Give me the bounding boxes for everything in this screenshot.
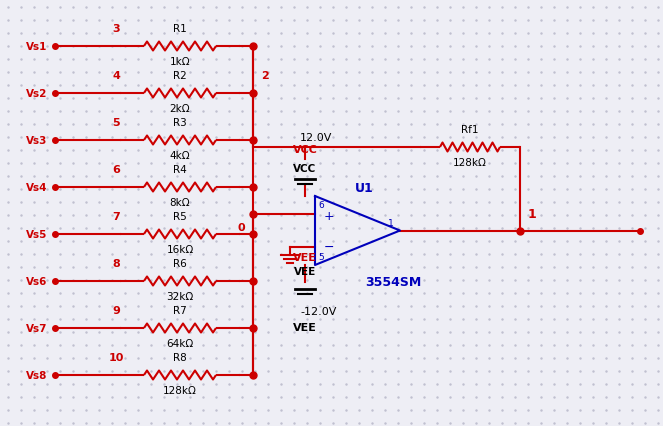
Text: 2: 2 (261, 71, 269, 81)
Text: Vs5: Vs5 (26, 230, 47, 239)
Text: 7: 7 (112, 211, 120, 222)
Text: Vs2: Vs2 (26, 89, 47, 99)
Text: Vs6: Vs6 (26, 276, 47, 286)
Text: -12.0V: -12.0V (300, 306, 336, 316)
Text: 8kΩ: 8kΩ (170, 198, 190, 207)
Text: 5: 5 (318, 253, 324, 262)
Text: 16kΩ: 16kΩ (166, 245, 194, 254)
Text: 4: 4 (112, 71, 120, 81)
Text: 1kΩ: 1kΩ (170, 57, 190, 67)
Text: −: − (324, 240, 334, 253)
Text: 2kΩ: 2kΩ (170, 104, 190, 114)
Text: 128kΩ: 128kΩ (453, 158, 487, 167)
Text: Vs7: Vs7 (25, 323, 47, 333)
Text: 4kΩ: 4kΩ (170, 151, 190, 161)
Text: R6: R6 (173, 259, 187, 268)
Text: 1: 1 (388, 219, 394, 228)
Text: 32kΩ: 32kΩ (166, 291, 194, 301)
Text: Rf1: Rf1 (461, 125, 479, 135)
Text: +: + (324, 210, 334, 223)
Text: R7: R7 (173, 305, 187, 315)
Text: Vs1: Vs1 (26, 42, 47, 52)
Text: Vs3: Vs3 (26, 136, 47, 146)
Text: VEE: VEE (293, 322, 317, 332)
Text: 128kΩ: 128kΩ (163, 385, 197, 395)
Text: 6: 6 (318, 201, 324, 210)
Text: 1: 1 (528, 208, 537, 221)
Text: 8: 8 (112, 259, 120, 268)
Text: R5: R5 (173, 211, 187, 222)
Text: 12.0V: 12.0V (300, 132, 332, 143)
Text: VCC: VCC (293, 164, 317, 173)
Text: 3554SM: 3554SM (365, 275, 421, 288)
Text: Vs4: Vs4 (25, 183, 47, 193)
Text: R3: R3 (173, 118, 187, 128)
Text: 5: 5 (112, 118, 120, 128)
Text: VEE: VEE (293, 253, 317, 262)
Text: 3: 3 (112, 24, 120, 34)
Text: 6: 6 (112, 164, 120, 175)
Text: VCC: VCC (292, 145, 318, 155)
Text: VEE: VEE (294, 266, 316, 276)
Text: Vs8: Vs8 (26, 370, 47, 380)
Text: U1: U1 (355, 181, 374, 195)
Text: 10: 10 (108, 352, 124, 362)
Text: R1: R1 (173, 24, 187, 34)
Text: R4: R4 (173, 164, 187, 175)
Text: 0: 0 (237, 222, 245, 233)
Text: R8: R8 (173, 352, 187, 362)
Text: R2: R2 (173, 71, 187, 81)
Text: 9: 9 (112, 305, 120, 315)
Text: 64kΩ: 64kΩ (166, 338, 194, 348)
